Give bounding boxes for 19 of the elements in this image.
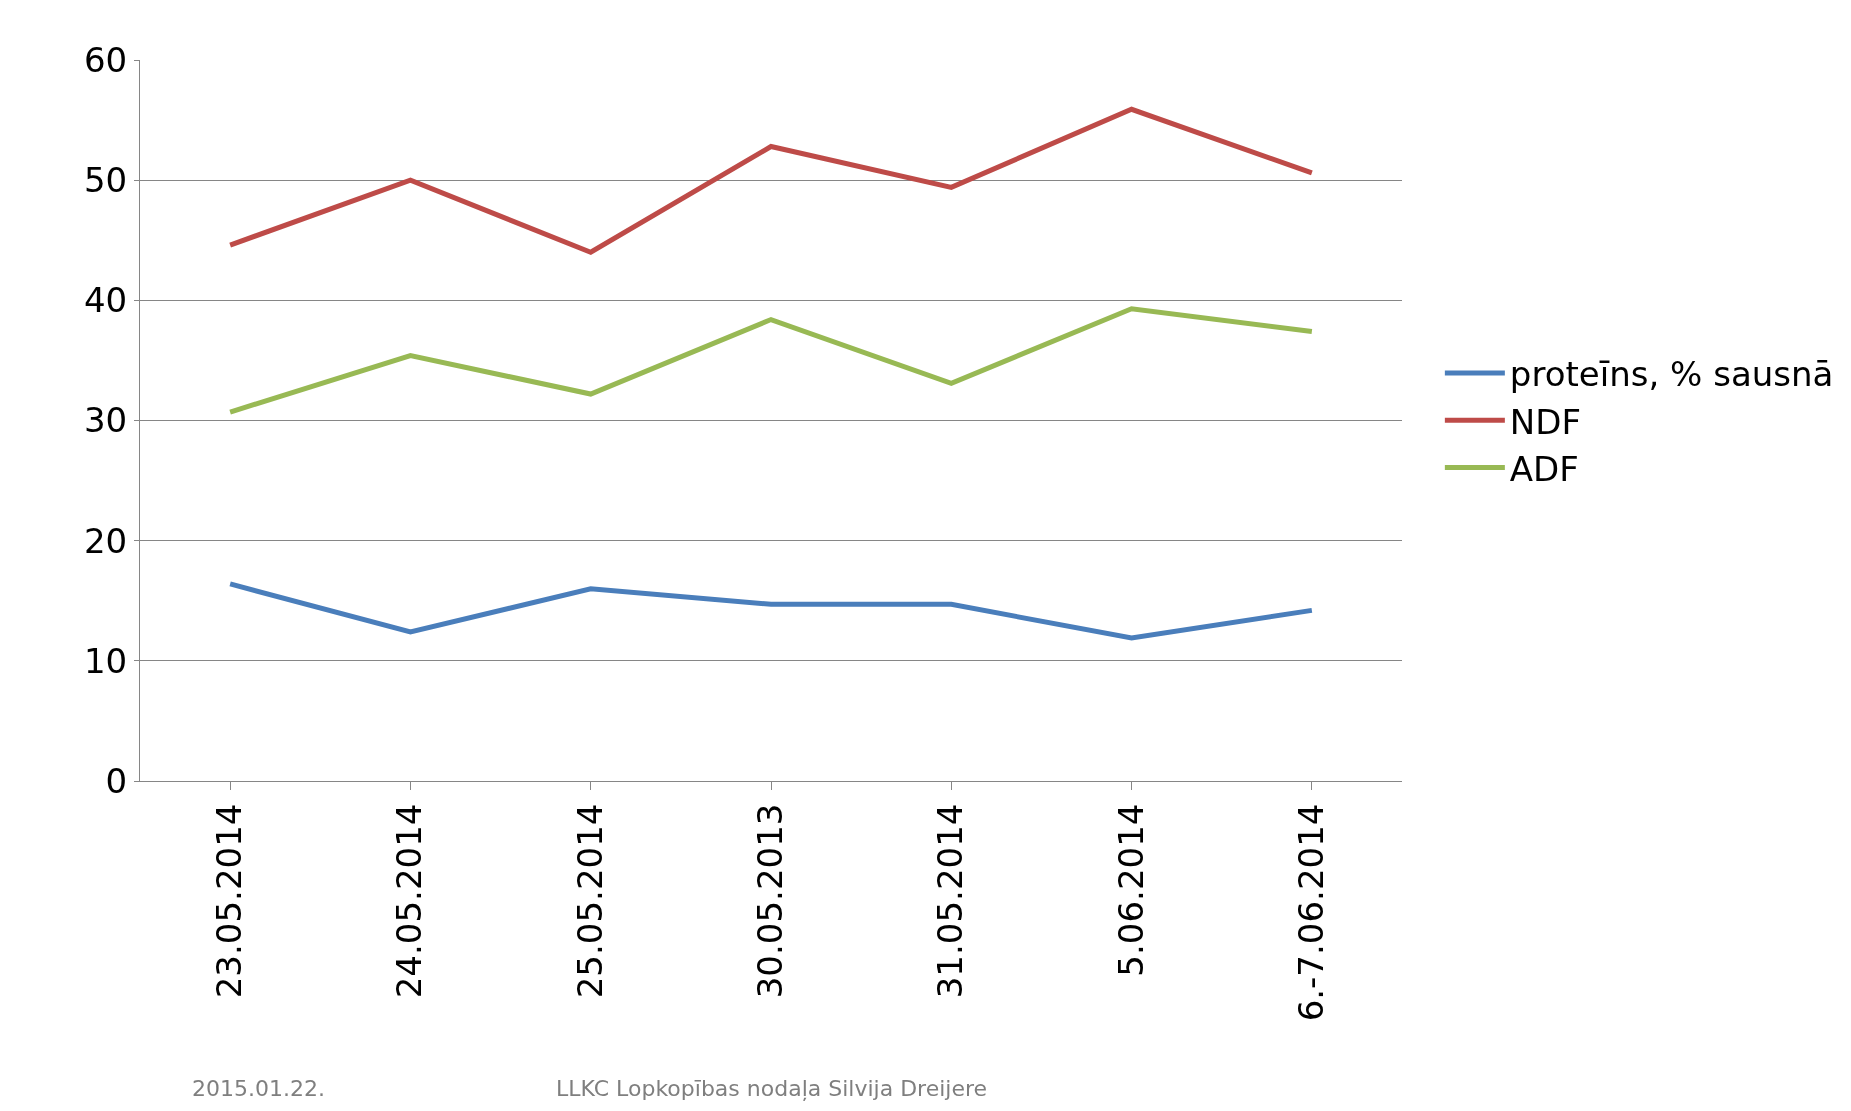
- y-tick-label: 0: [105, 760, 128, 801]
- y-tick-label: 40: [83, 280, 128, 321]
- x-tick-label: 6.-7.06.2014: [1290, 803, 1331, 1022]
- y-tick-label: 50: [83, 160, 128, 201]
- y-tick-label: 20: [83, 520, 128, 561]
- x-tick-label: 31.05.2014: [930, 803, 971, 999]
- x-tick-label: 25.05.2014: [569, 803, 610, 999]
- x-tick-label: 23.05.2014: [209, 803, 250, 999]
- x-tick-label: 24.05.2014: [389, 803, 430, 999]
- x-tick-label: 30.05.2013: [750, 803, 791, 999]
- y-tick-label: 60: [83, 39, 128, 80]
- text: LLKC Lopkopības nodaļa Silvija Dreijere: [556, 1076, 988, 1101]
- y-tick-label: 30: [83, 400, 128, 441]
- legend-label: proteīns, % sausnā: [1509, 354, 1834, 395]
- legend-label: ADF: [1509, 448, 1579, 489]
- x-tick-label: 5.06.2014: [1110, 803, 1151, 977]
- legend-label: NDF: [1509, 401, 1582, 442]
- text: 2015.01.22.: [192, 1076, 325, 1101]
- y-tick-label: 10: [83, 640, 128, 681]
